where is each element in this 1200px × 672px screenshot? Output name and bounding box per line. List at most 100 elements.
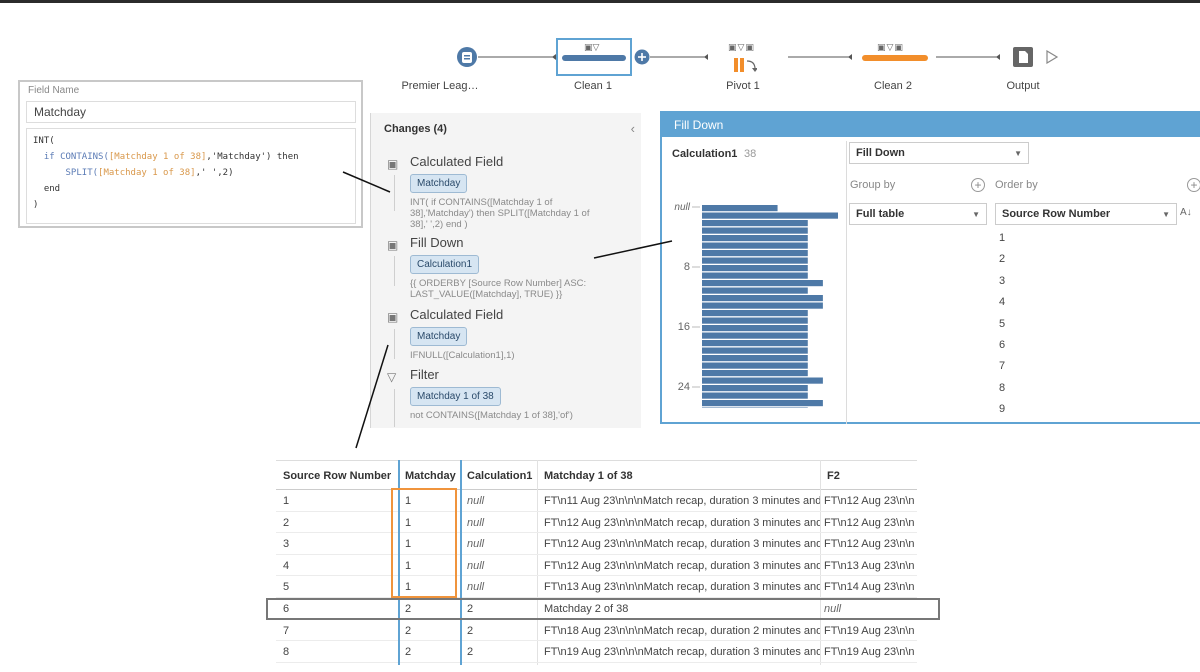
table-cell[interactable]: FT\n11 Aug 23\n\n\nMatch recap, duration…	[544, 495, 820, 507]
table-cell[interactable]: 2	[405, 603, 412, 615]
table-cell[interactable]: 5	[283, 581, 290, 594]
table-cell[interactable]: 2	[467, 646, 474, 659]
table-cell[interactable]: FT\n13 Aug 23\n\n	[824, 559, 915, 572]
table-cell[interactable]: FT\n19 Aug 23\n\n\nMatch recap, duration…	[544, 646, 820, 659]
histogram-bar[interactable]	[702, 400, 823, 407]
histogram-bar[interactable]	[702, 302, 823, 309]
function-dropdown[interactable]: Fill Down ▼	[849, 142, 1029, 164]
table-cell[interactable]: FT\n12 Aug 23\n\n\nMatch recap, duration…	[544, 516, 820, 529]
add-group-by-icon[interactable]: +	[971, 178, 985, 192]
run-flow-button[interactable]	[1045, 49, 1059, 69]
histogram-bar[interactable]	[702, 250, 808, 257]
histogram-bar[interactable]	[702, 325, 808, 332]
flow-node-output[interactable]	[1012, 46, 1034, 73]
histogram-bar[interactable]	[702, 407, 808, 409]
table-cell[interactable]: 3	[283, 538, 290, 551]
histogram-bar[interactable]	[702, 377, 823, 384]
table-row[interactable]: 1 1 null FT\n11 Aug 23\n\n\nMatch recap, du…	[276, 490, 917, 512]
table-cell[interactable]: FT\n19 Aug 23\n\n	[824, 646, 915, 659]
histogram-bar[interactable]	[702, 227, 808, 234]
histogram-bar[interactable]	[702, 362, 808, 369]
table-row[interactable]: 2 1 null FT\n12 Aug 23\n\n\nMatch recap, du…	[276, 512, 917, 534]
add-step-button[interactable]	[634, 49, 650, 70]
histogram-bar[interactable]	[702, 295, 823, 302]
table-row[interactable]: 3 1 null FT\n12 Aug 23\n\n\nMatch recap, du…	[276, 533, 917, 555]
change-field-pill[interactable]: Calculation1	[410, 255, 480, 274]
table-cell[interactable]: 1	[283, 495, 290, 507]
histogram-bar[interactable]	[702, 265, 808, 272]
table-cell[interactable]: null	[824, 603, 842, 615]
collapse-chevron-icon[interactable]: ‹	[630, 121, 635, 136]
grid-header-source-row-number[interactable]: Source Row Number	[283, 470, 392, 482]
table-cell[interactable]: 1	[405, 516, 412, 529]
table-cell[interactable]: null	[467, 516, 485, 529]
table-cell[interactable]: 2	[283, 516, 290, 529]
histogram-bar[interactable]	[702, 272, 808, 279]
sort-ascending-icon[interactable]: A↓	[1180, 207, 1192, 218]
change-field-pill[interactable]: Matchday	[410, 327, 468, 346]
table-cell[interactable]: FT\n12 Aug 23\n\n\nMatch recap, duration…	[544, 538, 820, 551]
table-cell[interactable]: 2	[405, 624, 412, 637]
flow-node-pivot[interactable]	[733, 57, 758, 78]
table-cell[interactable]: null	[467, 538, 485, 551]
table-cell[interactable]: 1	[405, 581, 412, 594]
histogram-bar[interactable]	[702, 332, 808, 339]
table-cell[interactable]: FT\n12 Aug 23\n\n	[824, 495, 915, 507]
order-by-dropdown[interactable]: Source Row Number ▼	[995, 203, 1177, 225]
table-cell[interactable]: FT\n14 Aug 23\n\n	[824, 581, 915, 594]
histogram-bar[interactable]	[702, 355, 808, 362]
table-cell[interactable]: null	[467, 495, 485, 507]
table-row[interactable]: 5 1 null FT\n13 Aug 23\n\n\nMatch recap, du…	[276, 576, 917, 598]
table-cell[interactable]: 1	[405, 495, 412, 507]
histogram-bar[interactable]	[702, 212, 838, 219]
change-field-pill[interactable]: Matchday	[410, 174, 468, 193]
flow-node-input[interactable]	[456, 46, 478, 73]
grid-header-f2[interactable]: F2	[827, 470, 840, 482]
table-cell[interactable]: 6	[283, 603, 290, 615]
histogram-bar[interactable]	[702, 370, 808, 377]
table-cell[interactable]: FT\n12 Aug 23\n\n\nMatch recap, duration…	[544, 559, 820, 572]
field-name-input[interactable]: Matchday	[26, 101, 356, 123]
table-cell[interactable]: 4	[283, 559, 290, 572]
table-cell[interactable]: FT\n12 Aug 23\n\n	[824, 538, 915, 551]
histogram-bar[interactable]	[702, 205, 778, 212]
histogram-bar[interactable]	[702, 317, 808, 324]
histogram-bar[interactable]	[702, 385, 808, 392]
grid-header-calculation1[interactable]: Calculation1	[467, 470, 533, 482]
group-by-dropdown[interactable]: Full table ▼	[849, 203, 987, 225]
histogram-bar[interactable]	[702, 280, 823, 287]
table-cell[interactable]: null	[467, 559, 485, 572]
flow-node-clean1[interactable]: ▣▽	[556, 38, 632, 76]
table-cell[interactable]: 1	[405, 538, 412, 551]
histogram-bar[interactable]	[702, 220, 808, 227]
table-cell[interactable]: FT\n18 Aug 23\n\n\nMatch recap, duration…	[544, 624, 820, 637]
table-cell[interactable]: Matchday 2 of 38	[544, 603, 629, 615]
table-cell[interactable]: FT\n12 Aug 23\n\n	[824, 516, 915, 529]
histogram-bar[interactable]	[702, 257, 808, 264]
histogram-bar[interactable]	[702, 310, 808, 317]
add-order-by-icon[interactable]: +	[1187, 178, 1200, 192]
grid-header-matchday-1-of-38[interactable]: Matchday 1 of 38	[544, 470, 633, 482]
table-cell[interactable]: 2	[467, 603, 474, 615]
histogram-bar[interactable]	[702, 287, 808, 294]
histogram-bar[interactable]	[702, 347, 808, 354]
table-row[interactable]: 8 2 2 FT\n19 Aug 23\n\n\nMatch recap, durat…	[276, 641, 917, 663]
table-cell[interactable]: 2	[467, 624, 474, 637]
table-cell[interactable]: 8	[283, 646, 290, 659]
table-cell[interactable]: null	[467, 581, 485, 594]
calculation-code-editor[interactable]: INT( if CONTAINS([Matchday 1 of 38],'Mat…	[26, 128, 356, 224]
grid-header-matchday[interactable]: Matchday	[405, 470, 456, 482]
histogram-bar[interactable]	[702, 242, 808, 249]
histogram-bar[interactable]	[702, 340, 808, 347]
table-row[interactable]: 4 1 null FT\n12 Aug 23\n\n\nMatch recap, du…	[276, 555, 917, 577]
flow-node-clean2[interactable]	[862, 55, 928, 61]
histogram-bar[interactable]	[702, 392, 808, 399]
histogram-bar[interactable]	[702, 235, 808, 242]
table-cell[interactable]: 7	[283, 624, 290, 637]
table-cell[interactable]: FT\n13 Aug 23\n\n\nMatch recap, duration…	[544, 581, 820, 594]
table-cell[interactable]: FT\n19 Aug 23\n\n	[824, 624, 915, 637]
table-cell[interactable]: 2	[405, 646, 412, 659]
table-cell[interactable]: 1	[405, 559, 412, 572]
table-row[interactable]: 7 2 2 FT\n18 Aug 23\n\n\nMatch recap, durat…	[276, 620, 917, 642]
change-field-pill[interactable]: Matchday 1 of 38	[410, 387, 501, 406]
